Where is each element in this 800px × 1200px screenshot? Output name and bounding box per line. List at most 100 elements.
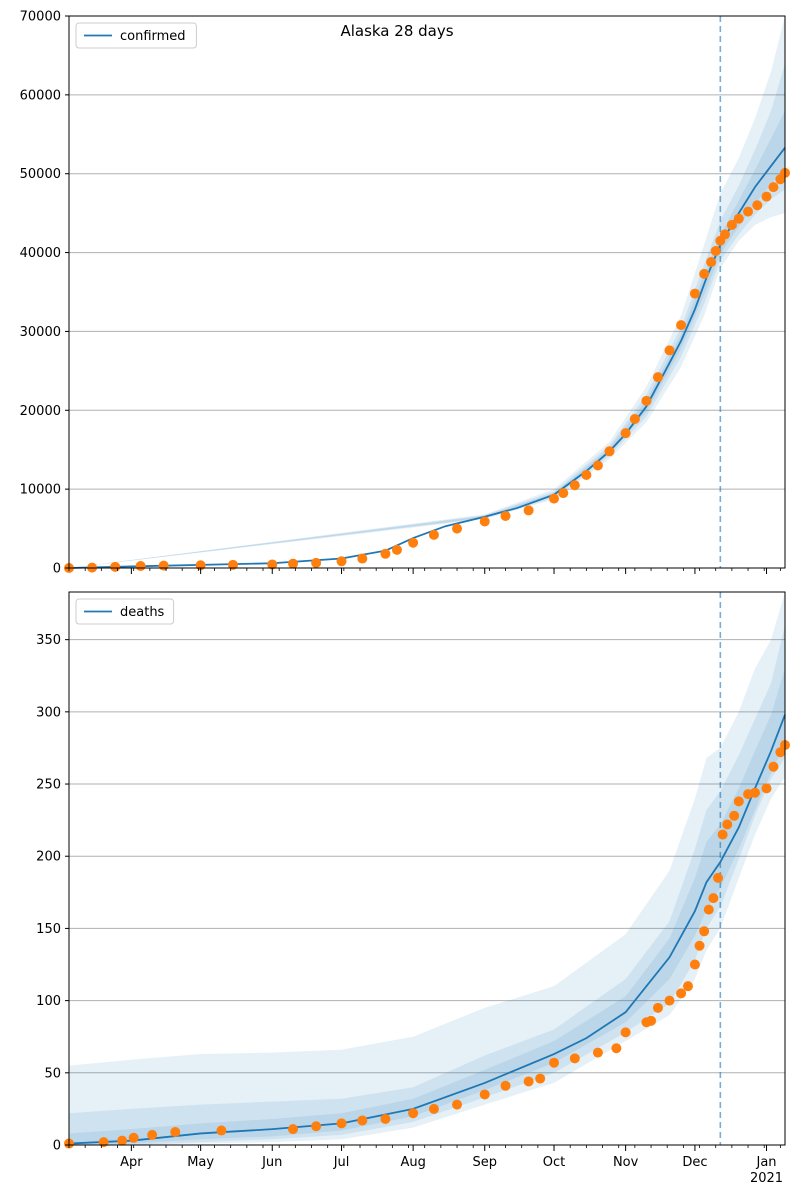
observed-point [768,761,779,772]
observed-point [535,1073,546,1084]
observed-point [729,810,740,821]
observed-point [722,819,733,830]
y-tick-label: 50000 [20,167,61,182]
observed-point [733,796,744,807]
y-tick-label: 350 [36,633,61,648]
observed-point [117,1135,128,1146]
observed-point [380,548,391,559]
observed-point [135,561,146,572]
y-tick-label: 200 [36,850,61,865]
y-tick-label: 50 [44,1066,61,1081]
legend: deaths [75,598,175,625]
x-tick-label: Sep [472,1155,497,1170]
observed-point [569,1053,580,1064]
observed-point [664,995,675,1006]
plot-frame [68,15,786,569]
legend-label: confirmed [120,29,186,44]
observed-point [699,268,710,279]
observed-point [710,245,721,256]
observed-point [158,560,169,571]
x-tick-label: Jun [261,1155,282,1170]
observed-point [713,872,724,883]
observed-point [479,516,490,527]
observed-point [452,523,463,534]
x-tick-label: Apr [120,1155,143,1170]
observed-point [703,904,714,915]
observed-point [288,558,299,569]
observed-point [775,747,786,758]
observed-point [98,1137,109,1148]
observed-point [357,553,368,564]
y-tick-label: 100 [36,994,61,1009]
y-tick-label: 20000 [20,404,61,419]
observed-point [267,559,278,570]
observed-point [652,1002,663,1013]
legend-box [75,598,175,625]
observed-point [523,1076,534,1087]
y-tick-label: 250 [36,778,61,793]
y-tick-label: 40000 [20,246,61,261]
observed-point [604,446,615,457]
x-tick-label: Jul [333,1155,350,1170]
observed-point [408,537,419,548]
y-tick-label: 0 [53,1139,61,1154]
observed-point [380,1114,391,1125]
uncertainty-band-outer [69,592,785,1145]
legend-box [75,22,197,49]
observed-point [611,1043,622,1054]
observed-point [620,1027,631,1038]
y-tick-label: 300 [36,705,61,720]
observed-point [549,1057,560,1068]
observed-point [652,372,663,383]
observed-point [699,926,710,937]
y-tick-label: 30000 [20,325,61,340]
observed-point [749,787,760,798]
x-year-label: 2021 [750,1171,783,1186]
legend-label: deaths [120,605,165,620]
observed-point [719,229,730,240]
confirmed-chart-panel: 0 10000 20000 30000 40000 50000 60000 70000 conf… [20,10,790,577]
observed-point [726,219,737,230]
observed-point [500,510,511,521]
x-tick-label: Jan [755,1155,776,1170]
uncertainty-band-mid [69,63,785,569]
observed-point [682,981,693,992]
observed-point [761,783,772,794]
observed-point [523,505,534,516]
observed-point [428,529,439,540]
observed-point [706,257,717,268]
observed-point [110,561,121,572]
y-tick-label: 70000 [20,10,61,25]
observed-point [629,413,640,424]
observed-point [170,1127,181,1138]
observed-point [620,428,631,439]
model-line [68,714,786,1145]
y-tick-label: 60000 [20,88,61,103]
observed-point [147,1129,158,1140]
observed-point [694,940,705,951]
observed-point [569,480,580,491]
observed-point [708,893,719,904]
observed-point [311,1121,322,1132]
observed-point [408,1108,419,1119]
y-tick-label: 150 [36,922,61,937]
observed-point [391,544,402,555]
observed-point [288,1124,299,1135]
observed-point [592,1047,603,1058]
observed-point [717,829,728,840]
y-tick-label: 10000 [20,483,61,498]
observed-point [676,320,687,331]
observed-point [646,1015,657,1026]
figure-title: Alaska 28 days [340,22,453,40]
observed-point [664,345,675,356]
observed-point [227,559,238,570]
x-tick-label: Aug [400,1155,425,1170]
uncertainty-band-mid [69,625,785,1145]
deaths-chart-panel: 0 50 100 150 200 250 300 350 Apr May Jun Jul Aug Sep O… [36,591,790,1186]
observed-point [452,1099,463,1110]
y-tick-label: 0 [53,562,61,577]
observed-point [558,488,569,499]
observed-point [761,191,772,202]
x-tick-label: Dec [682,1155,707,1170]
